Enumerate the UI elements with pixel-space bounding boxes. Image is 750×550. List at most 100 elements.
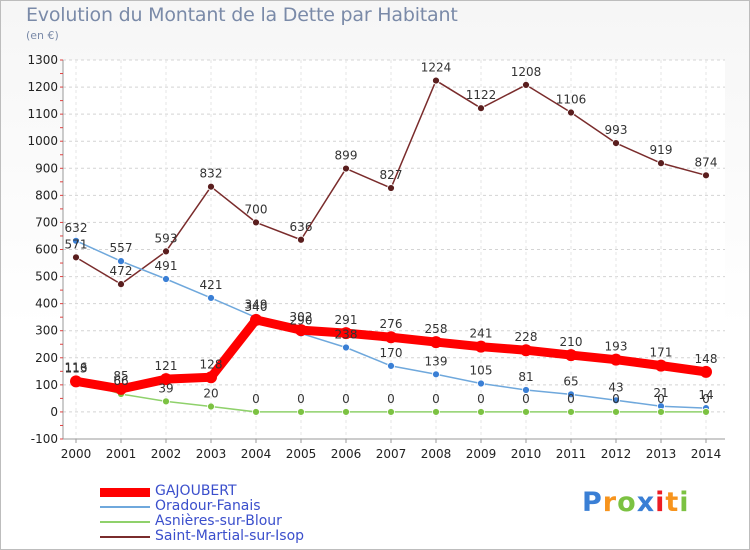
data-point (387, 362, 395, 370)
logo-letter: r (602, 487, 618, 518)
data-point (252, 218, 260, 227)
data-label: 39 (158, 381, 173, 395)
legend-label: Asnières-sur-Blour (155, 513, 282, 529)
x-tick-label: 2012 (601, 447, 632, 461)
legend-swatch (100, 536, 150, 538)
data-point (162, 397, 170, 406)
y-tick-label: 600 (35, 243, 58, 257)
data-label: 238 (335, 327, 358, 341)
data-point (342, 343, 350, 352)
data-point (297, 408, 305, 416)
data-label: 827 (380, 168, 403, 182)
data-point (387, 408, 395, 416)
logo-letter: t (665, 487, 680, 518)
data-label: 105 (470, 364, 493, 378)
data-label: 121 (155, 359, 178, 373)
data-point (655, 359, 667, 372)
data-point (612, 396, 620, 405)
y-tick-label: 1100 (27, 107, 58, 121)
data-label: 1224 (421, 61, 452, 75)
data-label: 1208 (511, 65, 542, 79)
data-point (162, 275, 170, 283)
x-tick-label: 2004 (241, 447, 272, 461)
data-label: 571 (65, 237, 88, 251)
data-point (430, 336, 442, 349)
logo-letter: o (617, 487, 637, 518)
y-tick-label: 800 (35, 188, 58, 202)
data-label: 557 (110, 241, 133, 255)
data-label: 258 (425, 322, 448, 336)
data-label: 632 (65, 221, 88, 235)
y-tick-label: 700 (35, 215, 58, 229)
x-tick-label: 2000 (61, 447, 92, 461)
data-point (207, 402, 215, 411)
data-point (117, 257, 125, 266)
data-point (522, 408, 530, 416)
data-point (567, 108, 575, 117)
data-label: 0 (477, 392, 485, 406)
data-point (522, 386, 530, 394)
x-tick-label: 2008 (421, 447, 452, 461)
x-tick-label: 2005 (286, 447, 317, 461)
y-tick-label: 1200 (27, 80, 58, 94)
data-point (477, 104, 485, 113)
data-label: 276 (380, 317, 403, 331)
data-point (522, 81, 530, 89)
proxiti-logo: Proxiti (582, 487, 690, 518)
legend-label: Saint-Martial-sur-Isop (155, 528, 305, 544)
data-point (207, 294, 215, 302)
data-label: 14 (698, 388, 713, 402)
data-point (72, 253, 80, 262)
data-label: 65 (563, 374, 578, 388)
data-label: 472 (110, 264, 133, 278)
data-label: 0 (387, 392, 395, 406)
data-point (387, 184, 395, 192)
data-point (72, 236, 80, 245)
data-label: 0 (702, 392, 710, 406)
data-label: 171 (650, 346, 673, 360)
x-tick-label: 2010 (511, 447, 542, 461)
data-point (385, 331, 397, 344)
logo-letter: i (655, 487, 666, 518)
data-point (162, 247, 170, 256)
x-tick-label: 2014 (691, 447, 722, 461)
x-tick-label: 2001 (106, 447, 137, 461)
data-label: 491 (155, 259, 178, 273)
data-point (700, 365, 712, 378)
data-point (70, 375, 82, 388)
legend-label: Oradour-Fanais (155, 498, 261, 514)
data-point (612, 408, 620, 416)
data-label: 899 (335, 149, 358, 163)
y-tick-label: 900 (35, 161, 58, 175)
data-label: 0 (432, 392, 440, 406)
data-label: 128 (200, 357, 223, 371)
y-tick-label: 300 (35, 324, 58, 338)
data-point (657, 159, 665, 168)
data-point (205, 371, 217, 384)
y-tick-label: 0 (50, 405, 58, 419)
x-tick-label: 2013 (646, 447, 677, 461)
data-label: 1106 (556, 93, 587, 107)
x-tick-label: 2003 (196, 447, 227, 461)
y-tick-label: 100 (35, 378, 58, 392)
data-label: 0 (522, 392, 530, 406)
logo-letter: P (582, 487, 603, 518)
legend-swatch (100, 506, 150, 508)
x-tick-label: 2007 (376, 447, 407, 461)
data-label: 148 (695, 352, 718, 366)
data-point (117, 280, 125, 289)
data-label: 636 (290, 220, 313, 234)
data-label: 66 (113, 374, 128, 388)
data-label: 1122 (466, 88, 497, 102)
data-label: 43 (608, 380, 623, 394)
data-label: 0 (297, 392, 305, 406)
data-point (657, 408, 665, 416)
y-tick-label: 1000 (27, 134, 58, 148)
data-point (610, 353, 622, 366)
data-label: 81 (518, 370, 533, 384)
data-point (432, 408, 440, 416)
data-label: 0 (612, 392, 620, 406)
data-point (567, 408, 575, 416)
data-point (612, 139, 620, 148)
data-label: 116 (65, 361, 88, 375)
